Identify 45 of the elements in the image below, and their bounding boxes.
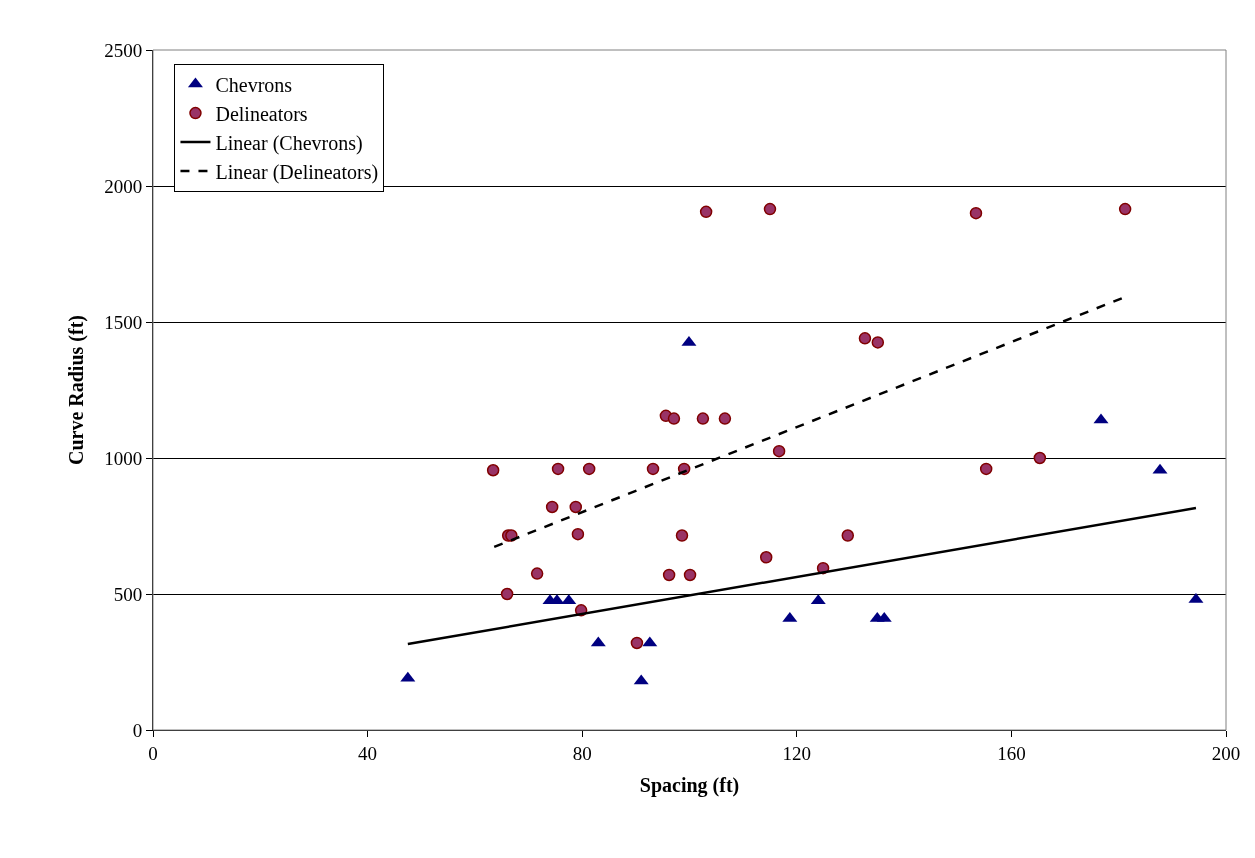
legend-label: Delineators bbox=[215, 102, 308, 125]
point bbox=[871, 336, 885, 349]
point bbox=[486, 463, 500, 477]
y-tick-label: 0 bbox=[132, 719, 143, 741]
point bbox=[646, 462, 660, 476]
point bbox=[551, 462, 565, 476]
y-tick-label: 1000 bbox=[104, 447, 143, 469]
point bbox=[667, 412, 681, 425]
point bbox=[763, 202, 777, 216]
point bbox=[530, 567, 544, 580]
x-tick-label: 160 bbox=[997, 742, 1026, 764]
legend-label: Chevrons bbox=[215, 73, 293, 96]
point bbox=[545, 500, 559, 514]
legend-label: Linear (Chevrons) bbox=[215, 131, 363, 155]
point bbox=[759, 551, 773, 564]
y-tick-label: 2000 bbox=[104, 175, 143, 197]
x-axis-title: Spacing (ft) bbox=[639, 774, 740, 798]
point bbox=[569, 500, 583, 514]
point bbox=[858, 332, 872, 345]
x-tick-label: 0 bbox=[148, 742, 158, 764]
point bbox=[772, 444, 786, 458]
y-tick-label: 1500 bbox=[104, 311, 143, 333]
x-tick-label: 80 bbox=[572, 742, 592, 764]
y-tick-label: 500 bbox=[113, 583, 143, 605]
point bbox=[662, 568, 676, 582]
point bbox=[582, 462, 596, 476]
y-axis-title: Curve Radius (ft) bbox=[64, 315, 88, 465]
point bbox=[841, 529, 855, 542]
point bbox=[699, 205, 713, 219]
point bbox=[718, 412, 732, 425]
x-tick-label: 40 bbox=[358, 742, 378, 764]
point bbox=[675, 529, 689, 542]
point bbox=[696, 412, 710, 425]
legend-label: Linear (Delineators) bbox=[215, 160, 379, 184]
point bbox=[571, 527, 585, 541]
point bbox=[1118, 202, 1132, 216]
x-tick-label: 200 bbox=[1211, 742, 1241, 764]
point bbox=[979, 462, 993, 476]
point bbox=[683, 568, 697, 582]
point bbox=[1033, 451, 1047, 465]
y-tick-label: 2500 bbox=[104, 39, 143, 61]
point bbox=[969, 206, 983, 220]
point bbox=[630, 636, 644, 650]
x-tick-label: 120 bbox=[782, 742, 812, 764]
point bbox=[500, 587, 514, 601]
